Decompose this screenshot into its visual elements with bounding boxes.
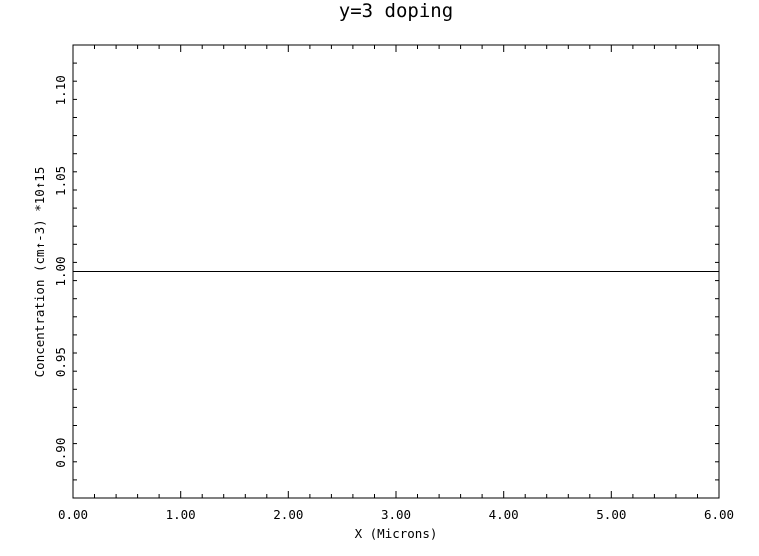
y-tick-label: 0.90 bbox=[53, 438, 68, 468]
y-tick-label: 1.10 bbox=[53, 75, 68, 105]
x-tick-label: 4.00 bbox=[489, 507, 519, 522]
x-tick-label: 1.00 bbox=[166, 507, 196, 522]
y-tick-label: 1.00 bbox=[53, 256, 68, 286]
x-tick-label: 2.00 bbox=[273, 507, 303, 522]
x-axis: 0.00 1.00 2.00 3.00 4.00 5.00 6.00 bbox=[58, 45, 734, 522]
y-tick-label: 1.05 bbox=[53, 166, 68, 196]
x-tick-label: 6.00 bbox=[704, 507, 734, 522]
chart-title: y=3 doping bbox=[339, 0, 453, 22]
x-tick-label: 5.00 bbox=[596, 507, 626, 522]
x-axis-label: X (Microns) bbox=[355, 526, 438, 541]
y-axis: 0.90 0.95 1.00 1.05 1.10 bbox=[53, 44, 719, 499]
y-axis-label: Concentration (cm↑-3) *10↑15 bbox=[32, 167, 47, 378]
x-tick-label: 0.00 bbox=[58, 507, 88, 522]
y-tick-label: 0.95 bbox=[53, 347, 68, 377]
x-tick-label: 3.00 bbox=[381, 507, 411, 522]
